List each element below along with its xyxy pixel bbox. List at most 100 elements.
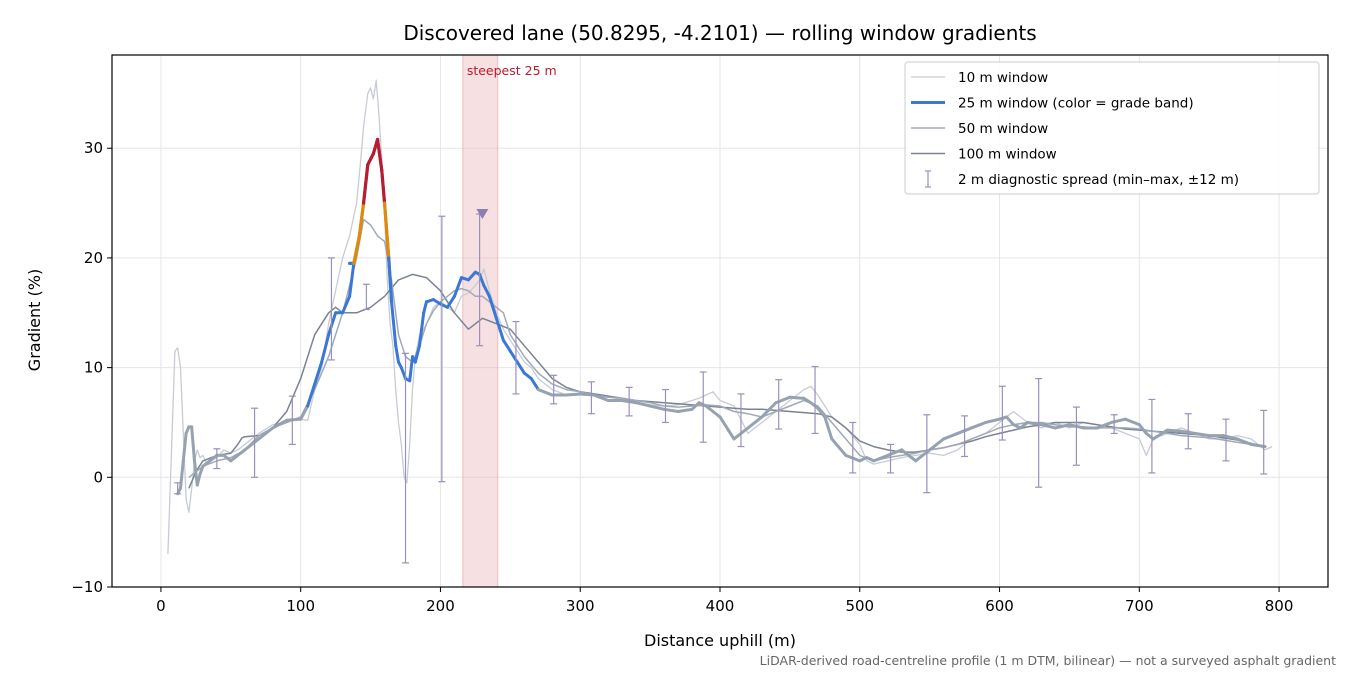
legend-box — [904, 61, 1320, 195]
series-25m-line-segment — [634, 401, 652, 408]
legend-label: 2 m diagnostic spread (min–max, ±12 m) — [958, 172, 1239, 188]
series-25m-line-segment — [487, 294, 498, 320]
x-tick-label: 100 — [286, 597, 315, 615]
series-25m-line-segment — [195, 472, 202, 487]
series-25m-line-segment — [1123, 417, 1141, 427]
series-25m-line-segment — [1137, 423, 1148, 435]
series-25m-line-segment — [515, 360, 526, 375]
series-25m-line-segment — [399, 366, 408, 381]
grade-band-segment — [387, 256, 394, 304]
footnote: LiDAR-derived road-centreline profile (1… — [760, 653, 1336, 668]
series-25m-line-segment — [299, 404, 310, 421]
series-25m-line-segment — [327, 311, 338, 337]
series-25m-line-segment — [830, 437, 848, 457]
series-25m-line-segment — [662, 407, 680, 413]
series-100m-line — [188, 273, 1266, 489]
steepest-section-label: steepest 25 m — [467, 63, 557, 78]
series-25m-line-segment — [928, 437, 946, 452]
series-25m-line-segment — [190, 425, 196, 463]
chart-title: Discovered lane (50.8295, -4.2101) — rol… — [403, 21, 1036, 45]
series-25m-line-segment — [271, 418, 289, 430]
series-25m-line-segment — [718, 415, 736, 441]
series-25m-line-segment — [1249, 442, 1267, 449]
series-25m-line-segment — [942, 431, 960, 441]
series-25m-line-segment — [452, 276, 463, 298]
series-25m-line-segment — [648, 404, 666, 411]
series-50m-line — [188, 218, 1266, 478]
series-25m-line-segment — [529, 377, 540, 392]
grade-band-segment — [375, 137, 384, 172]
series-25m-line-segment — [285, 417, 303, 422]
series-25m-line-segment — [900, 448, 918, 463]
series-25m-line-segment — [578, 392, 596, 397]
series-25m-line-segment — [417, 311, 426, 348]
grade-band-segment — [357, 201, 366, 238]
series-25m-line-segment — [1151, 428, 1169, 441]
series-25m-line-segment — [422, 300, 428, 315]
series-25m-line-segment — [413, 344, 421, 364]
series-25m-line-segment — [872, 453, 890, 463]
series-25m-line-segment — [1235, 437, 1253, 446]
series-25m-line-segment — [536, 388, 554, 397]
legend-label: 100 m window — [958, 147, 1057, 163]
x-axis-label: Distance uphill (m) — [644, 631, 796, 650]
y-tick-label: 10 — [84, 359, 103, 377]
series-25m-line-segment — [592, 393, 610, 403]
series-25m-line-segment — [257, 426, 275, 441]
series-25m-line-segment — [564, 392, 582, 397]
series-25m-line-segment — [1193, 431, 1211, 438]
series-25m-line-segment — [306, 382, 317, 408]
series-25m-line-segment — [494, 316, 505, 342]
grade-band-segment — [382, 201, 391, 260]
legend-label: 25 m window (color = grade band) — [958, 96, 1194, 112]
series-25m-line-segment — [1053, 423, 1071, 430]
series-25m-line-segment — [1109, 417, 1127, 424]
legend: 10 m window 25 m window (color = grade ba… — [904, 61, 1320, 195]
series-25m-line-segment — [1165, 428, 1183, 433]
y-tick-label: −10 — [71, 578, 103, 596]
x-tick-label: 300 — [566, 597, 595, 615]
x-tick-label: 400 — [706, 597, 735, 615]
x-tick-label: 700 — [1125, 597, 1154, 615]
legend-label: 50 m window — [958, 121, 1048, 137]
series-25m-line-segment — [229, 448, 247, 463]
series-25m-line-segment — [348, 261, 356, 298]
series-25m-line-segment — [466, 270, 477, 282]
grade-band-segment — [361, 163, 370, 205]
y-tick-label: 30 — [84, 139, 103, 157]
series-25m-line-segment — [320, 333, 331, 364]
series-25m-line-segment — [243, 437, 261, 452]
steepest-section-band — [462, 54, 499, 588]
series-25m-line-segment — [341, 294, 352, 315]
series-25m-line-segment — [408, 355, 415, 383]
grade-band-segment — [380, 168, 387, 205]
grade-band-segment — [352, 234, 361, 266]
x-tick-label: 800 — [1265, 597, 1294, 615]
series-25m-line-segment — [676, 407, 694, 413]
series-25m-line-segment — [823, 415, 834, 441]
series-25m-line-segment — [501, 338, 512, 353]
series-25m-line-segment — [816, 406, 827, 419]
x-tick-label: 600 — [985, 597, 1014, 615]
legend-label: 10 m window — [958, 70, 1048, 86]
series-25m-line-segment — [482, 283, 491, 298]
y-axis-label: Gradient (%) — [25, 269, 44, 371]
series-25m-line-segment — [984, 417, 1002, 424]
x-tick-label: 200 — [426, 597, 455, 615]
x-tick-label: 500 — [845, 597, 874, 615]
y-tick-label: 0 — [93, 468, 103, 486]
y-tick-label: 20 — [84, 249, 103, 267]
y-axis-ticks: −10 0 10 20 30 — [71, 139, 112, 596]
steepest-section-highlight: steepest 25 m — [462, 54, 557, 588]
series-25m-line-segment — [1095, 420, 1113, 430]
series-25m-line-segment — [690, 401, 701, 411]
x-axis-ticks: 0 100 200 300 400 500 600 700 800 — [156, 587, 1293, 615]
series-25m-line-segment — [1005, 415, 1016, 427]
series-25m-line-segment — [394, 344, 401, 364]
series-25m-line-segment — [390, 300, 398, 348]
series-25m-line-segment — [478, 272, 486, 287]
series-25m-line-segment — [760, 401, 778, 419]
series-25m-line-segment — [178, 459, 185, 490]
series-25m-line-segment — [181, 431, 188, 463]
